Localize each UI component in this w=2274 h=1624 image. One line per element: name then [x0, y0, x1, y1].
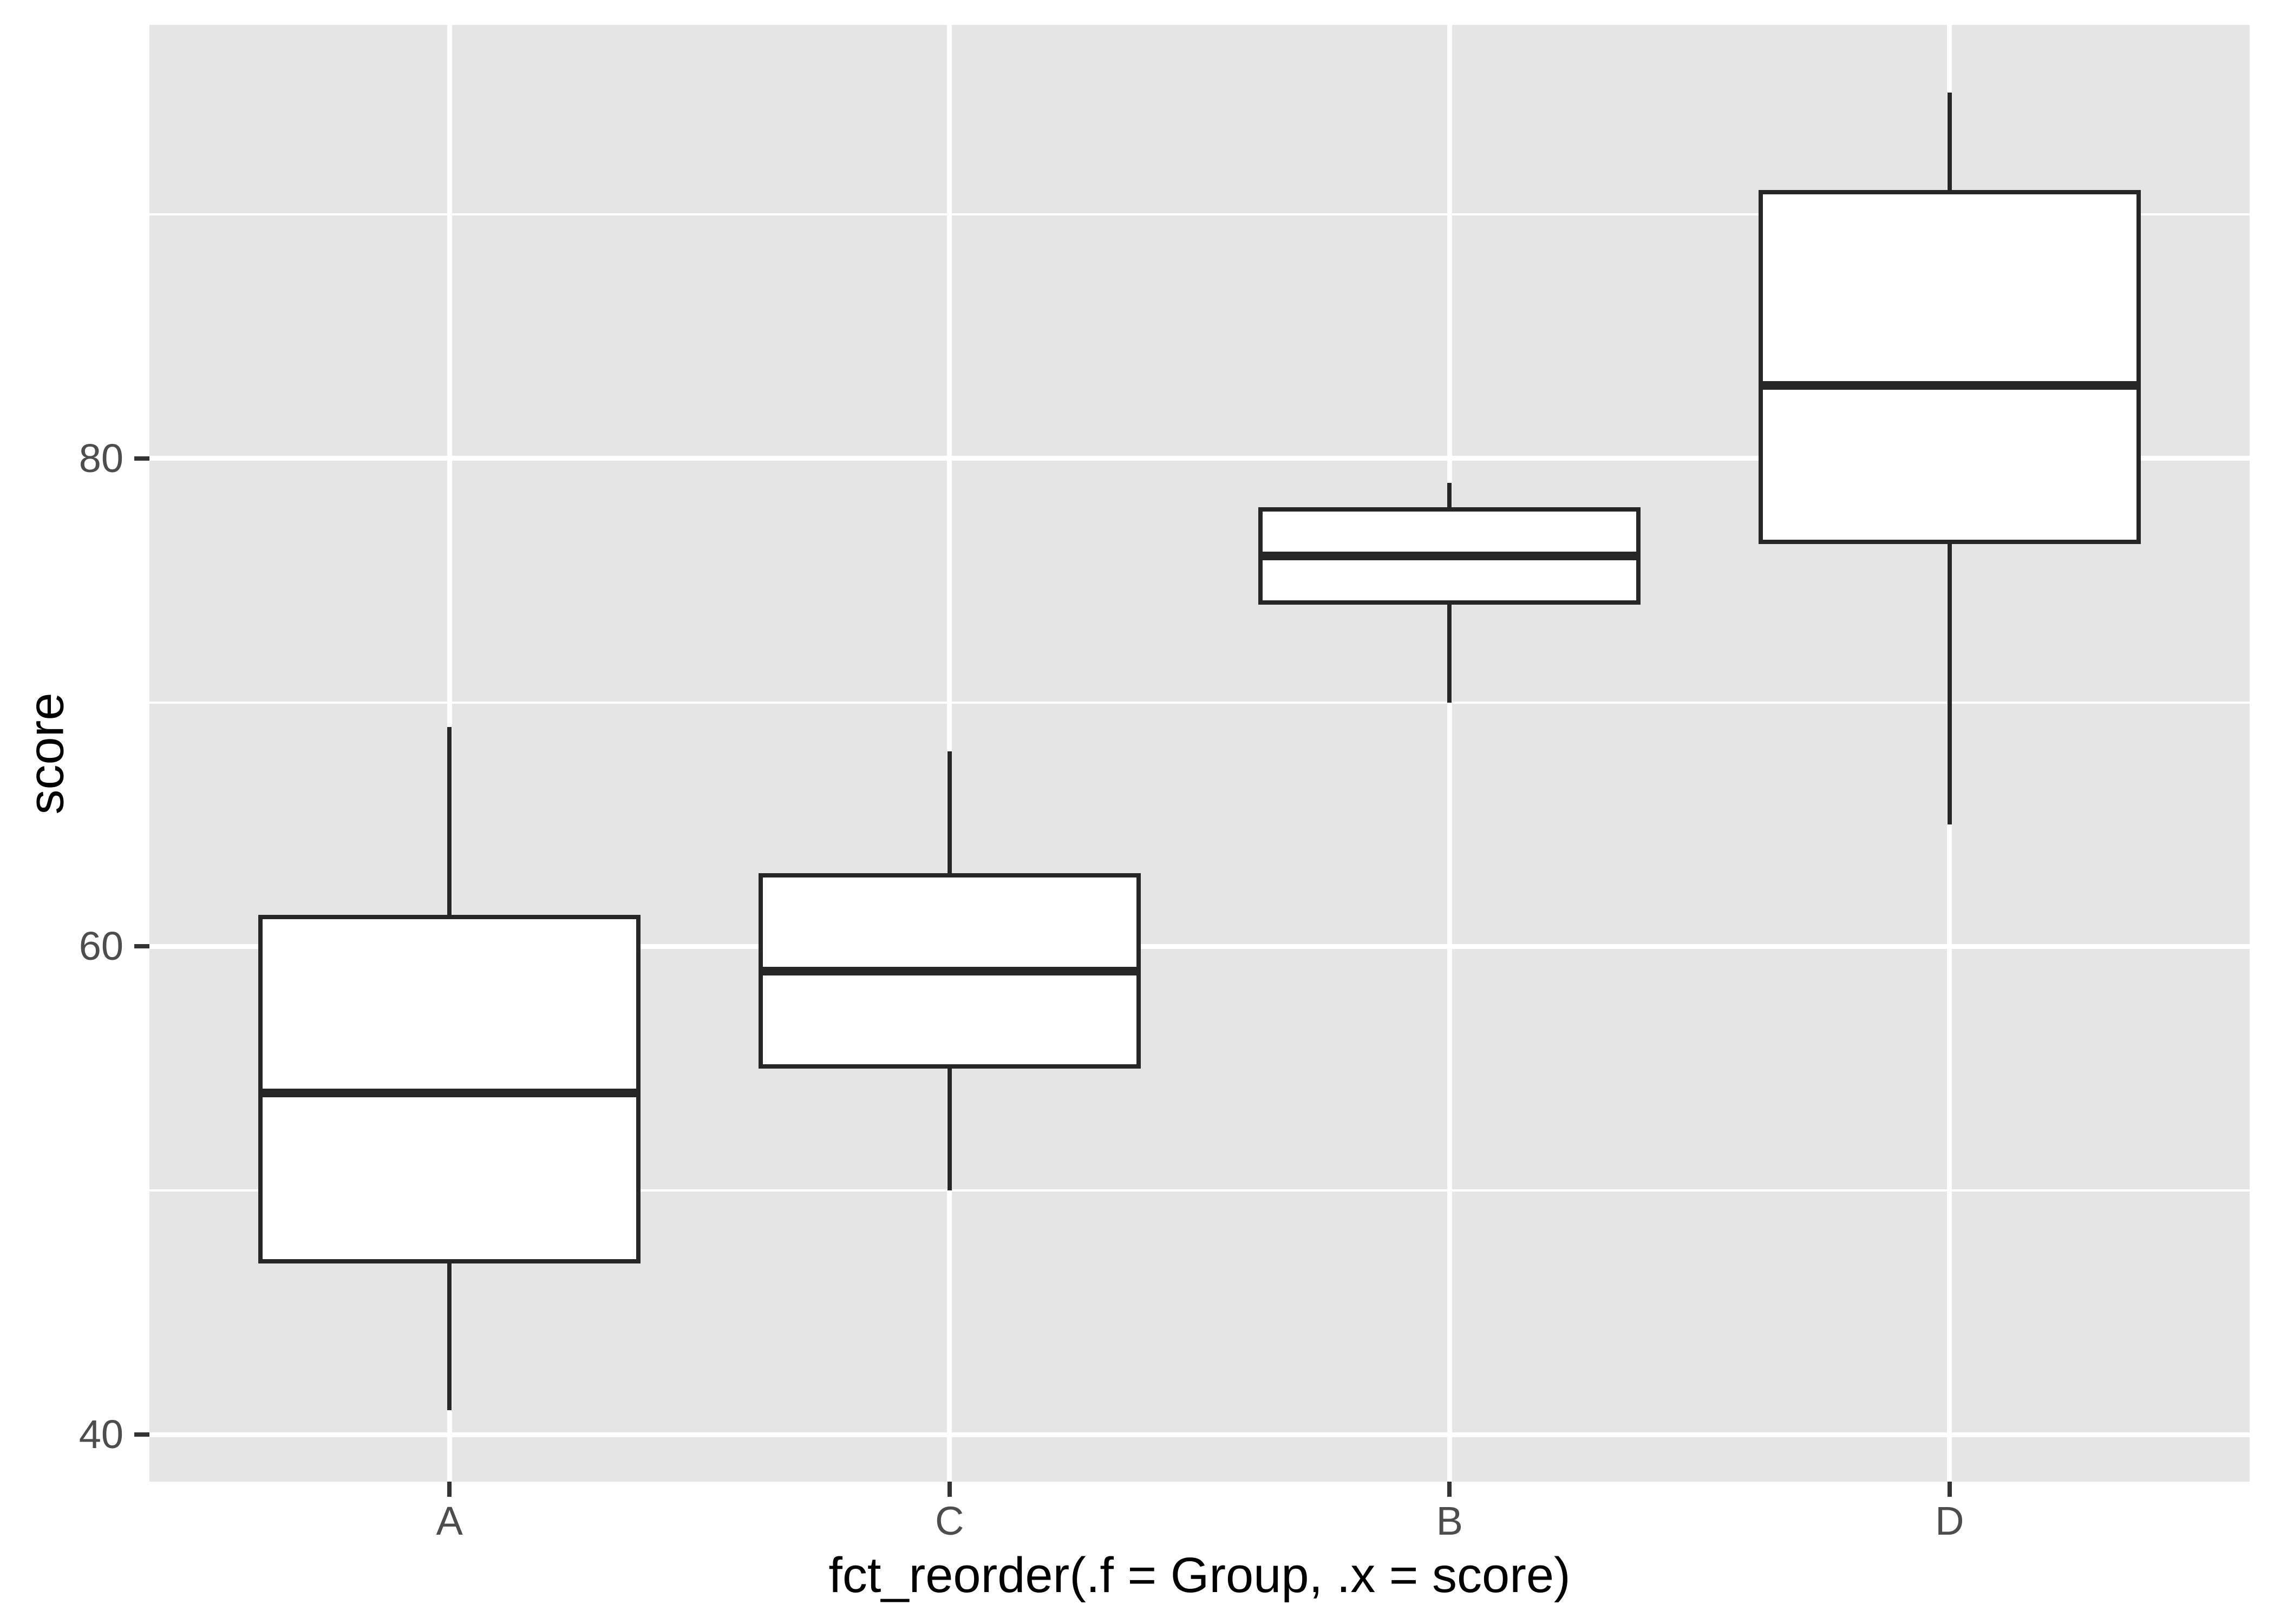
y-tick-mark	[134, 1432, 149, 1437]
gridline-major	[149, 944, 2250, 949]
gridline-minor	[149, 1189, 2250, 1192]
boxplot-whisker-lower	[1447, 605, 1452, 703]
boxplot-box	[1758, 190, 2141, 544]
y-tick-label: 60	[79, 924, 123, 969]
boxplot-whisker-upper	[1447, 483, 1452, 508]
x-tick-mark	[1447, 1482, 1452, 1497]
x-tick-label: D	[1935, 1498, 1964, 1543]
x-tick-mark	[1947, 1482, 1952, 1497]
x-tick-mark	[947, 1482, 952, 1497]
x-tick-mark	[447, 1482, 452, 1497]
y-tick-label: 40	[79, 1412, 123, 1457]
boxplot-whisker-lower	[947, 1068, 952, 1191]
gridline-major	[149, 456, 2250, 461]
boxplot-whisker-lower	[447, 1263, 452, 1410]
y-tick-label: 80	[79, 435, 123, 481]
gridline-category	[1447, 25, 1452, 1482]
x-tick-label: C	[935, 1498, 964, 1543]
boxplot-median	[1258, 552, 1641, 561]
y-tick-mark	[134, 944, 149, 949]
x-tick-label: A	[436, 1498, 463, 1543]
plot-panel	[149, 25, 2250, 1482]
boxplot-median	[758, 966, 1141, 975]
boxplot-whisker-upper	[447, 726, 452, 915]
boxplot-median	[1758, 381, 2141, 390]
boxplot-median	[258, 1088, 641, 1097]
boxplot-whisker-upper	[1947, 92, 1952, 191]
x-axis-title: fct_reorder(.f = Group, .x = score)	[828, 1548, 1571, 1603]
gridline-major	[149, 1432, 2250, 1437]
y-tick-mark	[134, 456, 149, 461]
gridline-minor	[149, 701, 2250, 704]
boxplot-whisker-lower	[1947, 543, 1952, 825]
gridline-minor	[149, 213, 2250, 216]
y-axis-title: score	[18, 692, 74, 814]
boxplot-whisker-upper	[947, 751, 952, 874]
x-tick-label: B	[1436, 1498, 1463, 1543]
